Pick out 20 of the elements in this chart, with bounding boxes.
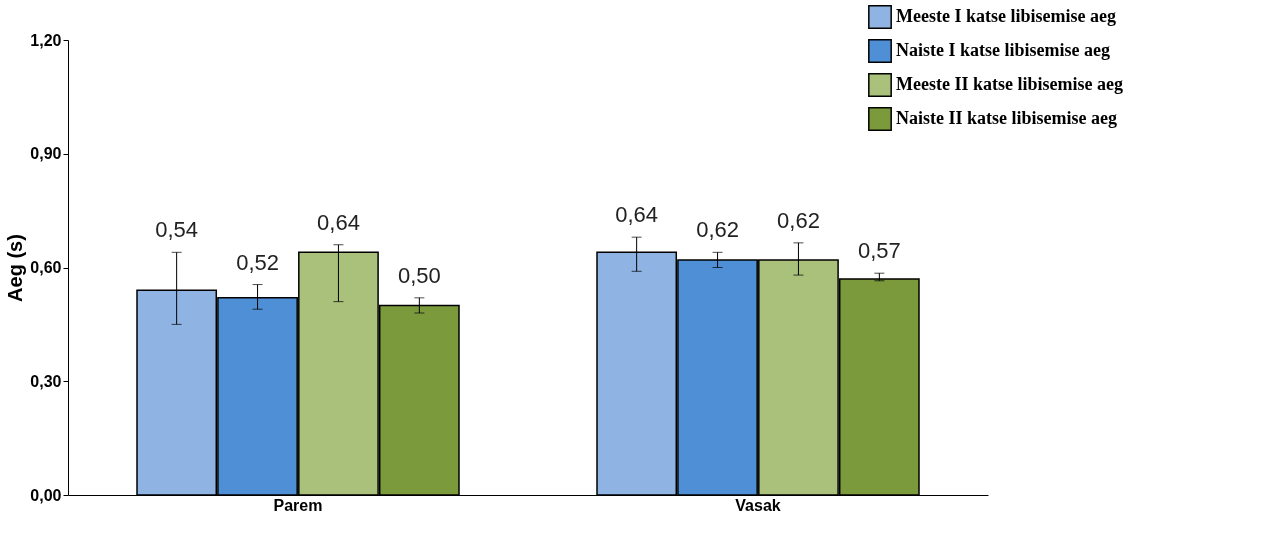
y-axis-title: Aeg (s) <box>4 234 27 302</box>
x-tick-label: Parem <box>273 496 323 514</box>
data-label: 0,62 <box>777 207 820 233</box>
data-label: 0,57 <box>857 238 901 264</box>
legend-label: Meeste I katse libisemise aeg <box>896 6 1116 26</box>
y-tick-label: 0,60 <box>30 259 62 276</box>
x-tick-label: Vasak <box>735 496 781 514</box>
legend-label: Naiste I katse libisemise aeg <box>896 40 1110 60</box>
data-label: 0,50 <box>397 262 441 288</box>
data-label: 0,62 <box>696 217 739 243</box>
data-label: 0,64 <box>615 202 659 228</box>
y-tick-label: 0,30 <box>30 372 62 390</box>
data-label: 0,64 <box>317 209 360 235</box>
legend-label: Meeste II katse libisemise aeg <box>896 74 1123 94</box>
legend-label: Naiste II katse libisemise aeg <box>896 108 1117 128</box>
data-label: 0,52 <box>236 249 279 275</box>
y-tick-label: 0,90 <box>30 145 62 163</box>
y-tick-label: 1,20 <box>30 31 62 49</box>
y-tick-label: 0,00 <box>30 486 62 504</box>
data-label: 0,54 <box>155 217 199 243</box>
